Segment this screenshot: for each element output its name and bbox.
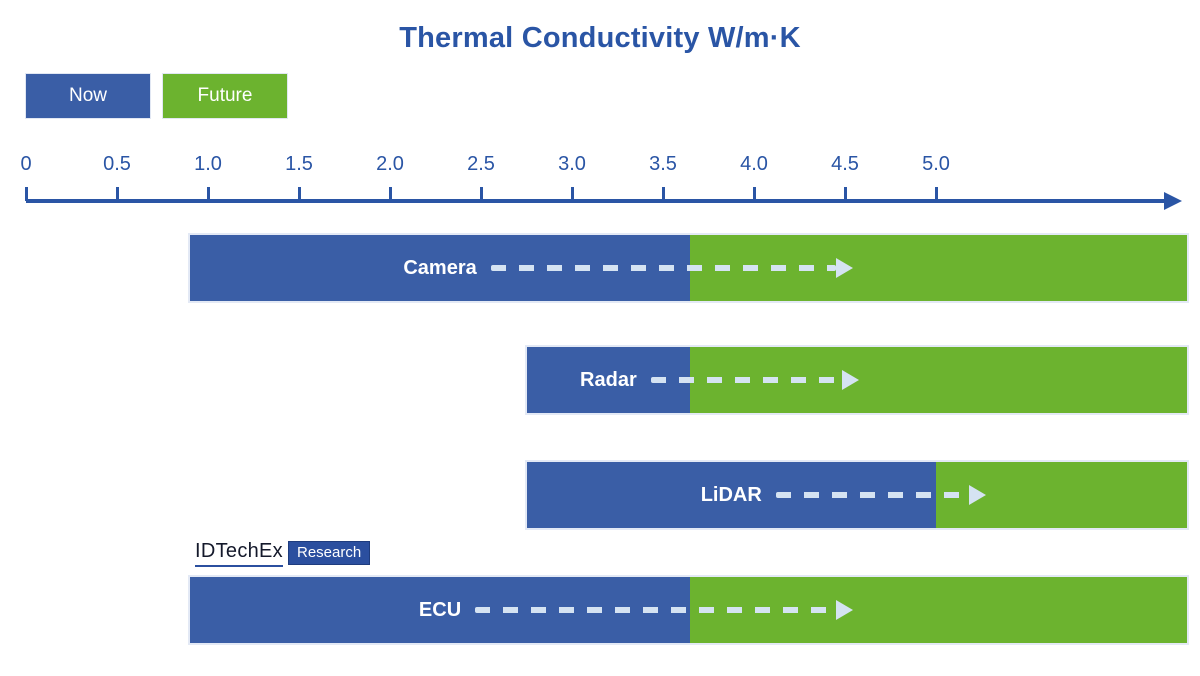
tick-label: 0 (20, 153, 32, 175)
legend: Now Future (26, 74, 287, 118)
chart-title: Thermal Conductivity W/m·K (399, 22, 801, 54)
bar-row: ECU (189, 577, 1187, 643)
tick-label: 1.0 (194, 153, 222, 175)
tick-mark (570, 187, 574, 201)
bar-row: Camera (189, 235, 1187, 301)
axis-arrow-icon (1164, 192, 1182, 210)
bar-label: LiDAR (700, 484, 762, 506)
improvement-arrow-dashes (775, 492, 969, 498)
improvement-arrowhead-icon (968, 485, 986, 505)
brand-logo-text: IDTechEx (195, 540, 283, 567)
improvement-arrow-dashes (650, 377, 842, 383)
tick-label: 0.5 (103, 153, 131, 175)
tick-mark (24, 187, 28, 201)
bar-row: Radar (526, 347, 1188, 413)
tick-mark (752, 187, 756, 201)
improvement-arrowhead-icon (836, 258, 854, 278)
improvement-arrow-dashes (490, 265, 837, 271)
tick-label: 3.0 (558, 153, 586, 175)
improvement-arrowhead-icon (836, 600, 854, 620)
tick-label: 2.5 (467, 153, 495, 175)
tick-label: 4.0 (740, 153, 768, 175)
tick-mark (388, 187, 392, 201)
tick-label: 3.5 (649, 153, 677, 175)
brand-logo: IDTechEx Research (195, 540, 371, 567)
legend-future-label: Future (197, 85, 253, 106)
tick-label: 1.5 (285, 153, 313, 175)
tick-mark (843, 187, 847, 201)
tick-mark (297, 187, 301, 201)
brand-research-badge: Research (288, 541, 371, 565)
legend-future-swatch: Future (163, 74, 287, 118)
bar-label: Camera (403, 257, 477, 279)
bar-label: Radar (580, 369, 637, 391)
improvement-arrowhead-icon (841, 370, 859, 390)
tick-mark (934, 187, 938, 201)
tick-label: 2.0 (376, 153, 404, 175)
tick-label: 5.0 (922, 153, 950, 175)
improvement-arrow-dashes (475, 607, 837, 613)
bar-label: ECU (418, 599, 462, 621)
tick-mark (479, 187, 483, 201)
tick-mark (206, 187, 210, 201)
legend-now-swatch: Now (26, 74, 150, 118)
tick-mark (115, 187, 119, 201)
tick-label: 4.5 (831, 153, 859, 175)
bar-row: LiDAR (526, 462, 1187, 528)
tick-mark (661, 187, 665, 201)
legend-now-label: Now (68, 85, 107, 106)
axis-line (26, 199, 1164, 203)
